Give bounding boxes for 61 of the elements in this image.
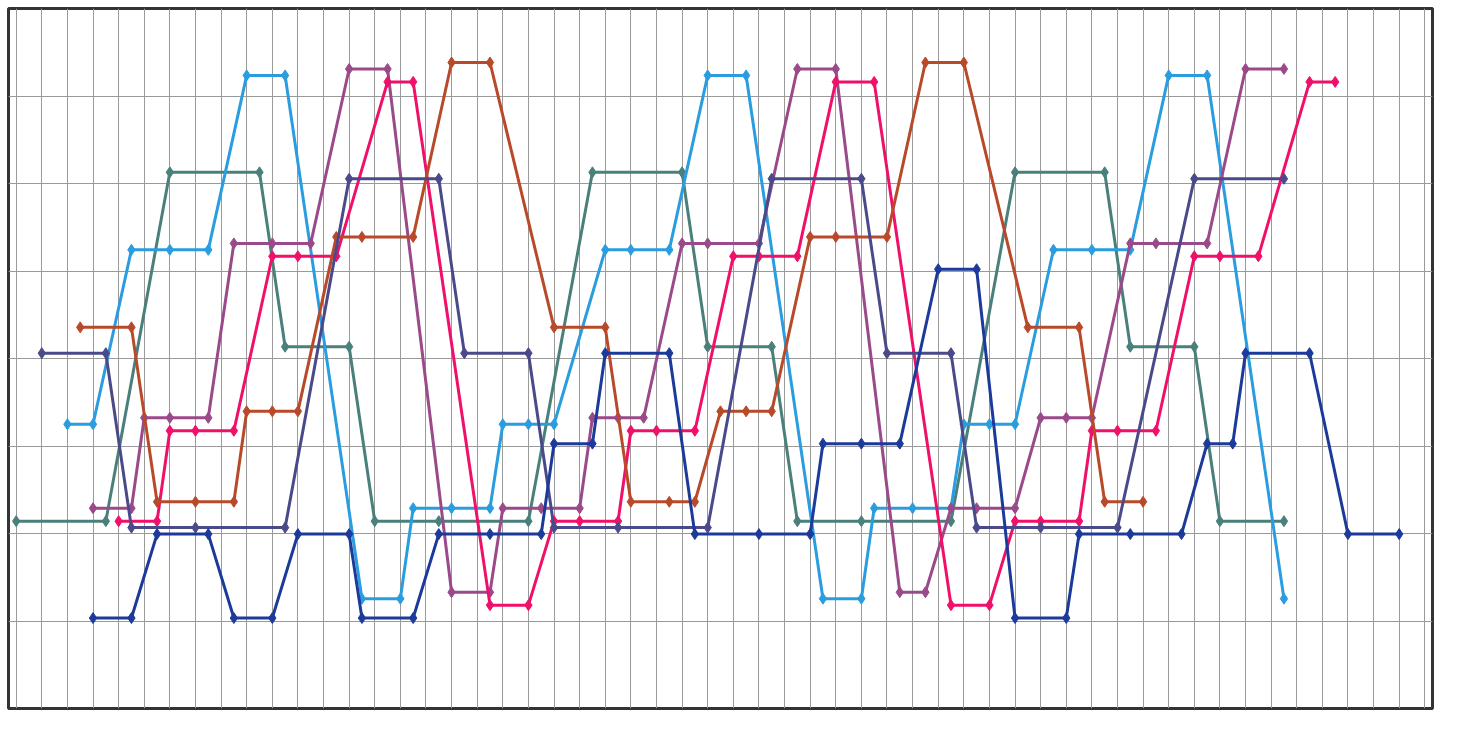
point [357,230,367,243]
point [165,166,175,179]
point [485,502,495,515]
point [165,424,175,437]
point [88,418,98,431]
point [805,528,815,541]
point [88,502,98,515]
point [754,528,764,541]
point [344,172,354,185]
point [818,592,828,605]
point [229,424,239,437]
point [357,612,367,625]
point [229,612,239,625]
point [1279,515,1289,528]
point [229,495,239,508]
point [293,405,303,418]
point [344,62,354,75]
point [344,340,354,353]
point [690,528,700,541]
point [280,340,290,353]
point [165,243,175,256]
point [1279,592,1289,605]
point [1074,528,1084,541]
point [293,528,303,541]
point [1010,418,1020,431]
point [1010,612,1020,625]
point [626,495,636,508]
point [152,495,162,508]
point [818,437,828,450]
point [1279,62,1289,75]
point [882,347,892,360]
point [549,437,559,450]
point [741,405,751,418]
point [1138,495,1148,508]
point [1074,321,1084,334]
point [1010,166,1020,179]
point [1343,528,1353,541]
point [690,424,700,437]
point [805,230,815,243]
point [88,612,98,625]
point [1087,243,1097,256]
point [946,347,956,360]
point [549,321,559,334]
point [344,528,354,541]
point [1215,515,1225,528]
point [946,599,956,612]
point [1010,502,1020,515]
point [165,411,175,424]
point [152,528,162,541]
point [626,243,636,256]
point [1151,424,1161,437]
point [549,418,559,431]
point [690,495,700,508]
point [1279,172,1289,185]
point [882,230,892,243]
point [1215,250,1225,263]
point [485,528,495,541]
point [293,250,303,263]
point [1202,437,1212,450]
point [626,424,636,437]
point [485,599,495,612]
